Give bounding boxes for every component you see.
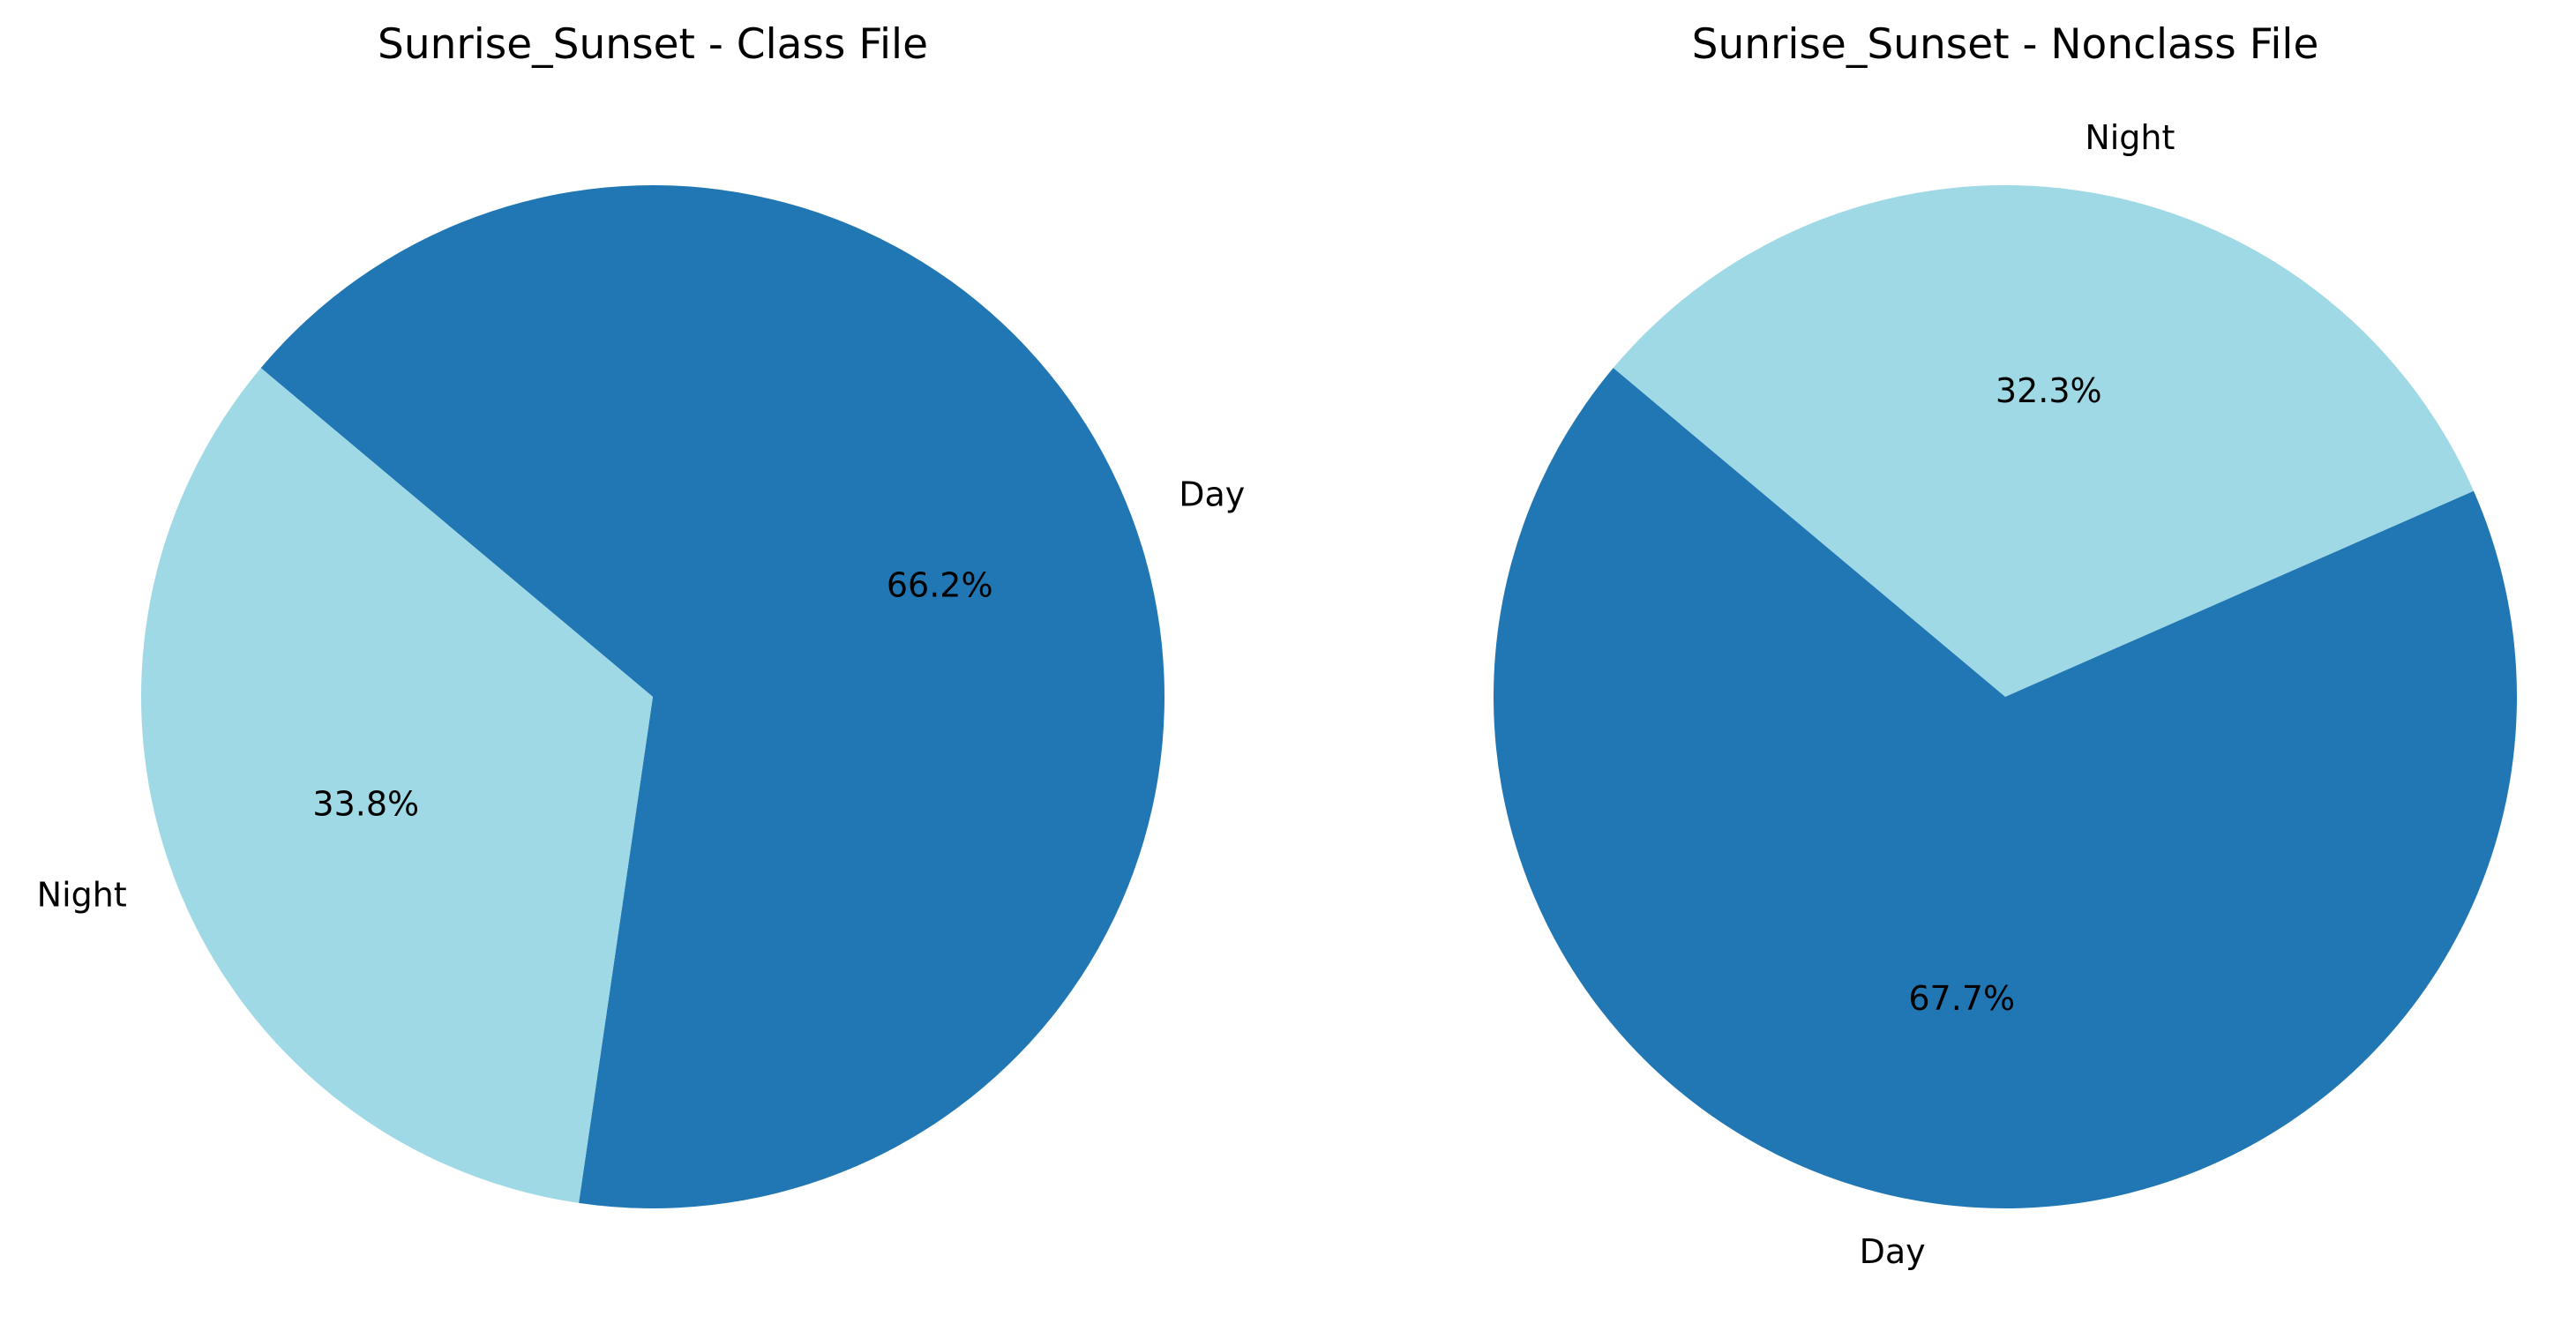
slice-percent-label-night: 32.3% — [1996, 371, 2102, 410]
slice-percent-label-day: 66.2% — [887, 566, 993, 605]
pie-slice-night — [141, 368, 653, 1203]
slice-label-day: Day — [1860, 1232, 1926, 1271]
slice-label-day: Day — [1179, 475, 1245, 514]
chart-title-nonclass-file: Sunrise_Sunset - Nonclass File — [1692, 20, 2319, 69]
slice-label-night: Night — [2085, 118, 2175, 157]
pie-slice-night — [1613, 184, 2475, 697]
pie-slice-day — [1494, 368, 2517, 1208]
pie-chart-class-file: Sunrise_Sunset - Class File Night 33.8% Da… — [37, 20, 1245, 1209]
pie-chart-nonclass-file: Sunrise_Sunset - Nonclass File Day 67.7% N… — [1494, 20, 2517, 1271]
slice-percent-label-night: 33.8% — [312, 784, 419, 823]
slice-label-night: Night — [37, 875, 127, 914]
slice-percent-label-day: 67.7% — [1908, 979, 2015, 1018]
pie-slice-day — [260, 184, 1164, 1209]
chart-title-class-file: Sunrise_Sunset - Class File — [378, 20, 928, 69]
